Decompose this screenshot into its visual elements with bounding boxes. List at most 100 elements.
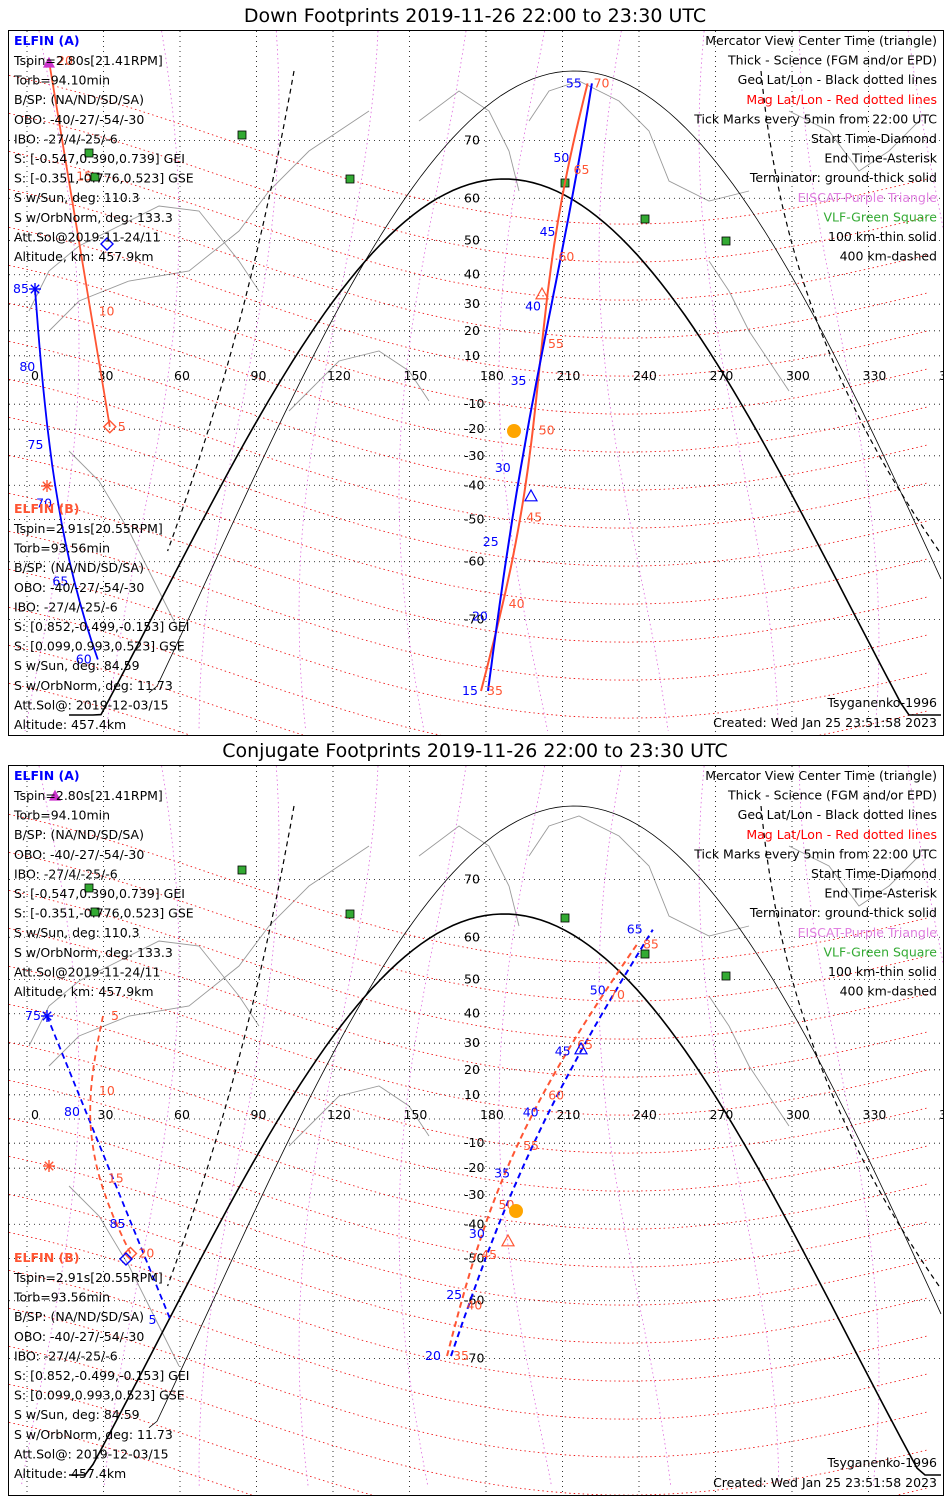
lat-label: 60 (464, 190, 480, 205)
coastline (68, 1185, 180, 1367)
elfin-b-tick: 50 (539, 423, 555, 438)
vlf-station (345, 909, 355, 919)
elfin-a-west-track (34, 288, 99, 660)
legend-item: Tick Marks every 5min from 22:00 UTC (693, 111, 937, 126)
lon-label: 150 (404, 368, 428, 383)
elfin-a-tick: 20 (425, 1348, 441, 1363)
map-canvas: 0 30 60 90 120 150 180 210 240 270 300 330 360 70 60 50… (9, 31, 943, 735)
lon-label: 300 (786, 368, 810, 383)
lon-label: 270 (710, 1107, 734, 1122)
lon-label: 210 (557, 1107, 581, 1122)
lon-label: 360 (939, 368, 943, 383)
elfin-b-info-line: IBO: -27/4/-25/-6 (14, 599, 118, 614)
mag-lon-line (105, 31, 180, 732)
lat-label: -40 (464, 1216, 484, 1231)
coastline (28, 940, 260, 1047)
lon-label: 120 (327, 368, 351, 383)
elfin-b-info-line: B/SP: (NA/ND/SD/SA) (14, 1309, 144, 1324)
created-timestamp: Created: Wed Jan 25 23:51:58 2023 (713, 715, 937, 730)
elfin-b-tick: 35 (453, 1348, 469, 1363)
elfin-a-info-line: S w/OrbNorm, deg: 133.3 (14, 945, 173, 960)
mag-lon-line (298, 31, 379, 732)
elfin-a-tick: 40 (525, 299, 541, 314)
lon-label: 90 (251, 1107, 267, 1122)
mag-lat-line (9, 1270, 930, 1420)
elfin-a-tick: 30 (495, 460, 511, 475)
coastline (708, 995, 790, 1127)
coastline (788, 110, 920, 172)
lat-label: -70 (464, 611, 484, 626)
mag-lat-line (9, 928, 930, 1078)
elfin-a-track (487, 83, 593, 692)
legend-item: VLF-Green Square (823, 209, 937, 224)
model-label: Tsyganenko-1996 (826, 1455, 937, 1470)
lon-label: 60 (174, 368, 190, 383)
mag-lon-line (198, 31, 280, 732)
elfin-a-west-tick: 85 (110, 1216, 126, 1231)
elfin-b-info-line: Altitude: 457.4km (14, 717, 126, 732)
mag-lon-line (907, 766, 943, 965)
elfin-a-info-line: S: [-0.547,0.390,0.739] GEI (14, 886, 185, 901)
mag-lon-line (598, 31, 669, 732)
vlf-station (721, 971, 731, 981)
conjugate-footprints-map[interactable]: 0 30 60 90 120 150 180 210 240 270 300 330 360 70 60 50… (8, 765, 944, 1496)
elfin-a-info-line: S w/OrbNorm, deg: 133.3 (14, 210, 173, 225)
mag-lat-line (9, 493, 930, 643)
legend-item: Mag Lat/Lon - Red dotted lines (746, 92, 937, 107)
elfin-b-west-tick: 15 (76, 169, 92, 184)
mag-lat-line (9, 1042, 930, 1192)
mag-lat-line (9, 341, 930, 491)
map-canvas: 0 30 60 90 120 150 180 210 240 270 300 330 360 70 60 50… (9, 766, 943, 1495)
elfin-a-info-line: B/SP: (NA/ND/SD/SA) (14, 827, 144, 842)
lon-label: 0 (31, 368, 39, 383)
elfin-b-title: ELFIN (B) (14, 1250, 79, 1265)
elfin-a-west-tick: 60 (76, 652, 92, 667)
mag-lat-line (9, 966, 930, 1116)
elfin-a-info-line: S: [-0.547,0.390,0.739] GEI (14, 151, 185, 166)
mag-lat-line (9, 265, 930, 415)
elfin-b-info-line: Tspin=2.91s[20.55RPM] (13, 521, 163, 536)
elfin-b-end-asterisk (43, 1160, 55, 1172)
legend-item: Tick Marks every 5min from 22:00 UTC (693, 846, 937, 861)
model-label: Tsyganenko-1996 (826, 695, 937, 710)
elfin-b-end-asterisk (41, 480, 53, 492)
lat-label: -10 (464, 396, 484, 411)
mag-lat-line (9, 890, 930, 1040)
mag-lon-line (498, 766, 552, 1487)
lon-label: 210 (557, 368, 581, 383)
elfin-b-west-tick: 5 (118, 419, 126, 434)
lon-label: 30 (98, 1107, 114, 1122)
coastline (528, 80, 750, 202)
elfin-a-west-tick: 80 (64, 1104, 80, 1119)
lon-label: 60 (174, 1107, 190, 1122)
vlf-station (90, 172, 100, 182)
elfin-b-west-tick: 20 (57, 53, 73, 68)
elfin-a-info-line: S w/Sun, deg: 110.3 (14, 190, 140, 205)
coastline (528, 815, 750, 937)
elfin-b-west-track (48, 60, 111, 427)
coastline (28, 205, 260, 312)
subsolar-marker (507, 424, 521, 438)
elfin-a-info-line: S: [-0.351,-0.776,0.523] GSE (14, 906, 194, 921)
lon-label: 270 (710, 368, 734, 383)
elfin-b-tick: 60 (558, 249, 574, 264)
elfin-a-tick: 50 (590, 983, 606, 998)
lat-label: 50 (464, 233, 480, 248)
elfin-a-west-tick: 85 (13, 281, 29, 296)
down-footprints-map[interactable]: 0 30 60 90 120 150 180 210 240 270 300 330 360 70 60 50… (8, 30, 944, 736)
elfin-a-west-tick: 70 (36, 496, 52, 511)
lon-label: 330 (863, 368, 887, 383)
lat-label: 50 (464, 972, 480, 987)
legend-item: Mag Lat/Lon - Red dotted lines (746, 827, 937, 842)
legend-item: EISCAT-Purple Triangle (798, 190, 938, 205)
elfin-a-tick: 45 (555, 1044, 571, 1059)
mag-lon-line (398, 766, 467, 1487)
elfin-b-title: ELFIN (B) (14, 501, 79, 516)
elfin-a-start-diamond (119, 1252, 133, 1266)
terminator-ground (69, 178, 941, 716)
elfin-b-info-line: IBO: -27/4/-25/-6 (14, 1348, 118, 1363)
legend-item: VLF-Green Square (823, 944, 937, 959)
elfin-b-west-track (89, 1015, 132, 1254)
elfin-a-title: ELFIN (A) (14, 33, 80, 48)
elfin-a-info-line: Torb=94.10min (13, 808, 110, 823)
